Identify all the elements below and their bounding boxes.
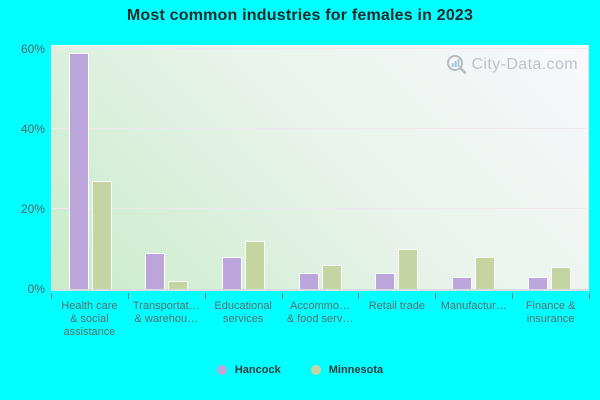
axis-tick	[435, 293, 437, 299]
bar-hancock	[221, 257, 242, 289]
bar-hancock	[145, 253, 166, 289]
x-axis-label-line: & social	[70, 313, 109, 325]
x-axis-label: Finance & insurance	[512, 300, 589, 339]
bar-groups	[52, 46, 588, 289]
bar-hancock	[528, 277, 549, 289]
gridline-40	[52, 128, 588, 129]
bar-minnesota	[244, 241, 265, 289]
y-axis-label: 20%	[20, 202, 45, 216]
x-axis-label-line: Finance &	[525, 300, 576, 312]
bar-group	[282, 46, 359, 289]
bar-group	[52, 46, 129, 289]
gridline-20	[52, 208, 588, 209]
x-axis-label: Health care & social assistance	[51, 300, 128, 339]
x-axis-label-line: & food serv…	[286, 313, 354, 325]
bar-minnesota	[474, 257, 495, 289]
axis-tick	[204, 293, 206, 299]
bar-group	[435, 46, 512, 289]
legend-item-hancock: Hancock	[216, 364, 281, 376]
bar-minnesota	[168, 281, 189, 289]
legend: Hancock Minnesota	[0, 364, 600, 376]
bar-group	[511, 46, 588, 289]
legend-swatch-minnesota	[310, 365, 321, 375]
x-axis-label: Manufactur…	[435, 300, 512, 339]
x-axis-label-line: Accommo…	[290, 300, 350, 312]
y-axis-label: 0%	[27, 282, 45, 296]
x-axis-label-line: Manufactur…	[440, 300, 507, 312]
bar-hancock	[68, 53, 89, 289]
x-axis-label-line: assistance	[63, 326, 116, 338]
watermark: City-Data.com	[446, 54, 578, 76]
axis-tick	[51, 293, 52, 299]
x-axis-label-line: Educational	[214, 300, 272, 312]
legend-item-minnesota: Minnesota	[310, 364, 384, 376]
x-axis-label-line: Retail trade	[368, 300, 425, 312]
gridline-60	[52, 48, 588, 49]
axis-tick	[589, 293, 590, 299]
x-axis-label: Educational services	[205, 300, 282, 339]
y-axis-label: 40%	[20, 122, 45, 136]
magnifier-bar-chart-icon	[446, 54, 468, 76]
chart-title: Most common industries for females in 20…	[126, 7, 474, 24]
x-axis-label: Retail trade	[358, 300, 435, 339]
bar-group	[129, 46, 206, 289]
x-axis-label-line: & warehou…	[134, 313, 199, 325]
x-axis-label-line: Transportat…	[132, 300, 200, 312]
legend-label: Minnesota	[328, 364, 384, 376]
x-axis-label-line: insurance	[526, 313, 575, 325]
plot-area: City-Data.com	[51, 45, 589, 291]
x-axis-label: Accommo… & food serv…	[282, 300, 359, 339]
x-axis-label-line: Health care	[61, 300, 118, 312]
legend-swatch-hancock	[216, 365, 227, 375]
y-axis-label: 60%	[20, 42, 45, 56]
x-axis-label: Transportat… & warehou…	[128, 300, 205, 339]
bar-minnesota	[398, 249, 419, 289]
bar-minnesota	[91, 181, 112, 289]
axis-tick	[127, 293, 129, 299]
bar-minnesota	[551, 267, 572, 289]
axis-tick	[512, 293, 514, 299]
bar-hancock	[375, 273, 396, 289]
axis-tick	[281, 293, 283, 299]
x-axis-label-line: services	[222, 313, 264, 325]
axis-tick	[358, 293, 360, 299]
watermark-text: City-Data.com	[471, 56, 578, 73]
bar-minnesota	[321, 265, 342, 289]
x-axis-labels: Health care & social assistance Transportat…	[51, 300, 589, 339]
bar-hancock	[298, 273, 319, 289]
bar-group	[205, 46, 282, 289]
bar-hancock	[451, 277, 472, 289]
bar-group	[358, 46, 435, 289]
legend-label: Hancock	[234, 364, 281, 376]
